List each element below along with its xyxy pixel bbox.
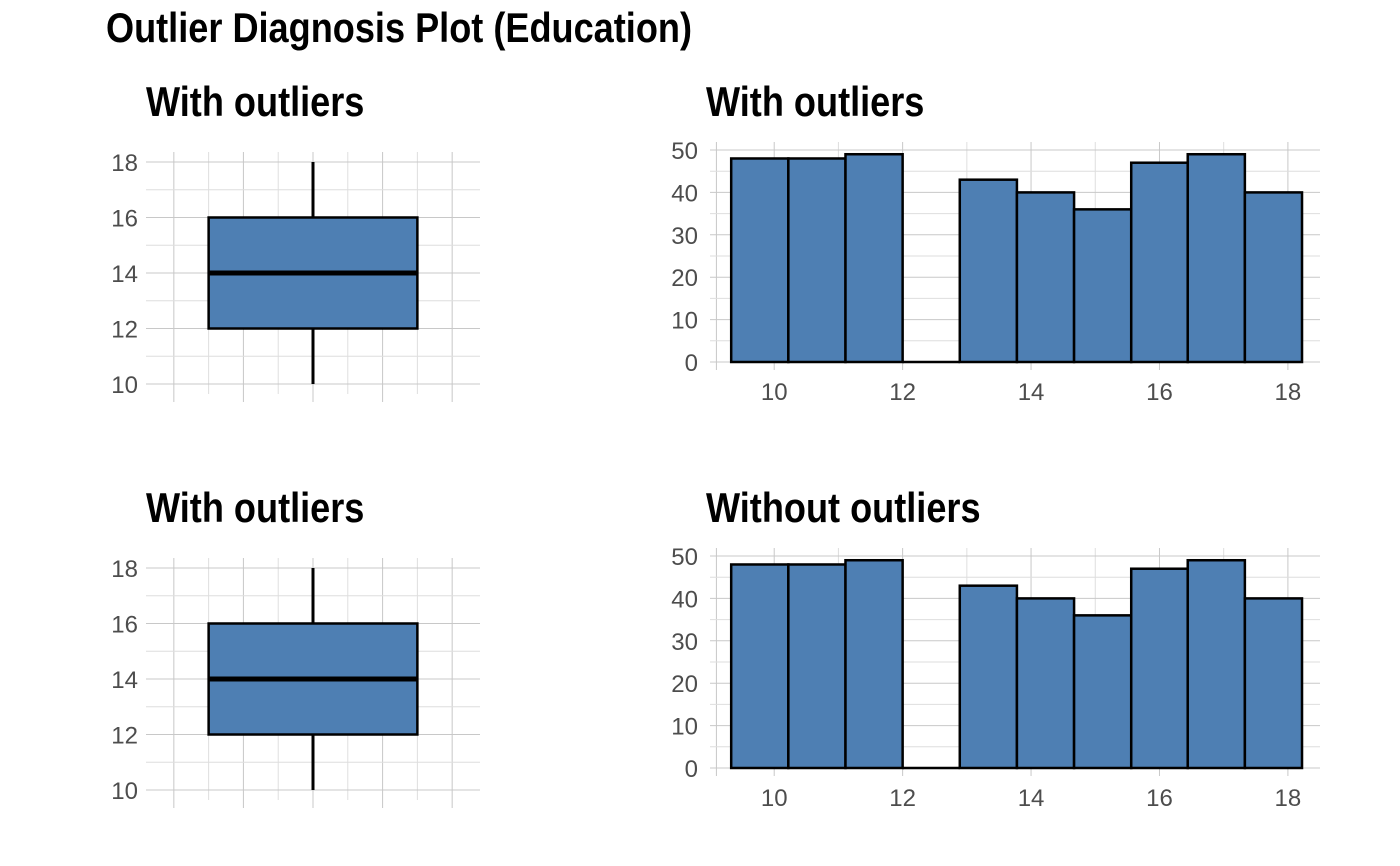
histogram-bar [729, 157, 790, 364]
panel-title: With outliers [706, 78, 925, 125]
boxplot-chart: 10 12 14 16 18 [111, 556, 480, 808]
histogram-bar [1129, 161, 1189, 364]
histogram-bar [1186, 152, 1247, 364]
y-tick-label: 18 [111, 556, 138, 583]
panel-title: Without outliers [706, 484, 981, 531]
histogram-bar [1243, 597, 1304, 770]
y-tick-label: 30 [671, 223, 698, 250]
x-tick-label: 10 [761, 785, 788, 812]
panel-title: With outliers [146, 484, 365, 531]
panel-title: With outliers [146, 78, 365, 125]
histogram-bar [958, 584, 1019, 770]
main-title: Outlier Diagnosis Plot (Education) [106, 4, 692, 51]
x-tick-label: 18 [1275, 379, 1302, 406]
y-tick-label: 14 [111, 667, 138, 694]
histogram-bar [1129, 567, 1189, 770]
x-tick-label: 14 [1018, 785, 1045, 812]
histogram-bar [844, 558, 904, 770]
y-tick-label: 0 [685, 350, 698, 377]
y-tick-label: 10 [671, 714, 698, 741]
y-tick-label: 16 [111, 611, 138, 638]
histogram-bar [1186, 558, 1247, 770]
x-tick-label: 18 [1275, 785, 1302, 812]
x-tick-label: 16 [1146, 785, 1173, 812]
histogram-bar [1015, 191, 1076, 364]
y-tick-label: 40 [671, 180, 698, 207]
histogram-bar [787, 563, 847, 770]
y-tick-label: 30 [671, 629, 698, 656]
y-tick-label: 50 [671, 544, 698, 571]
y-tick-label: 16 [111, 205, 138, 232]
y-tick-label: 18 [111, 150, 138, 177]
histogram-bar [1243, 191, 1304, 364]
panel-boxplot-top: With outliers 10 12 14 16 18 [0, 70, 620, 430]
y-tick-label: 12 [111, 317, 138, 344]
y-tick-label: 20 [671, 671, 698, 698]
y-tick-label: 0 [685, 756, 698, 783]
histogram-chart: 10 12 14 16 18 0 10 20 30 40 50 [671, 544, 1320, 812]
panel-histogram-bottom: Without outliers 10 12 14 16 18 0 10 20 30 40 50 [620, 476, 1360, 836]
histogram-bar [729, 563, 790, 770]
x-tick-label: 16 [1146, 379, 1173, 406]
y-tick-label: 10 [111, 372, 138, 399]
x-tick-label: 14 [1018, 379, 1045, 406]
y-tick-label: 40 [671, 586, 698, 613]
histogram-bar [1015, 597, 1076, 770]
histogram-chart: 10 12 14 16 18 0 10 20 30 40 50 [671, 138, 1320, 406]
boxplot-chart: 10 12 14 16 18 [111, 150, 480, 402]
histogram-bar [1072, 614, 1133, 770]
histogram-bar [1072, 208, 1133, 364]
y-tick-label: 12 [111, 723, 138, 750]
histogram-bar [958, 178, 1019, 364]
panel-boxplot-bottom: With outliers 10 12 14 16 18 [0, 476, 620, 836]
x-tick-label: 12 [889, 379, 916, 406]
y-tick-label: 20 [671, 265, 698, 292]
x-tick-label: 10 [761, 379, 788, 406]
y-tick-label: 10 [111, 778, 138, 805]
histogram-bar [787, 157, 847, 364]
y-tick-label: 14 [111, 261, 138, 288]
histogram-bar [844, 152, 904, 364]
x-tick-label: 12 [889, 785, 916, 812]
y-tick-label: 10 [671, 308, 698, 335]
panel-histogram-top: With outliers 10 12 14 16 18 0 10 20 30 40 50 [620, 70, 1360, 430]
y-tick-label: 50 [671, 138, 698, 165]
